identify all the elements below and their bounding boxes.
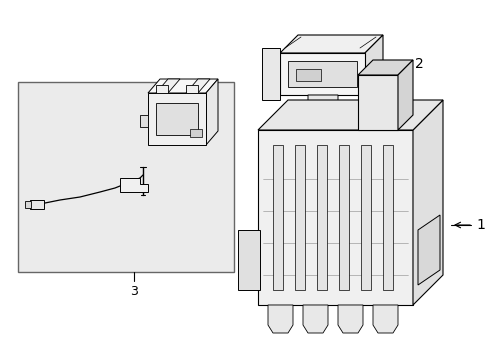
Polygon shape bbox=[185, 79, 209, 93]
Polygon shape bbox=[140, 115, 148, 127]
Polygon shape bbox=[280, 35, 382, 53]
Bar bbox=[25, 201, 31, 208]
Polygon shape bbox=[417, 215, 439, 285]
Polygon shape bbox=[148, 79, 218, 93]
Bar bbox=[382, 145, 392, 290]
Polygon shape bbox=[120, 178, 148, 192]
Text: 3: 3 bbox=[130, 285, 138, 298]
Polygon shape bbox=[267, 305, 292, 333]
Bar bbox=[294, 145, 305, 290]
Bar bbox=[30, 200, 44, 209]
Bar bbox=[287, 61, 356, 87]
Polygon shape bbox=[337, 305, 362, 333]
Text: 2: 2 bbox=[414, 57, 423, 71]
Bar bbox=[360, 145, 370, 290]
Bar bbox=[338, 145, 348, 290]
Polygon shape bbox=[262, 48, 280, 100]
Polygon shape bbox=[412, 100, 442, 305]
Polygon shape bbox=[148, 93, 205, 145]
Polygon shape bbox=[205, 79, 218, 145]
Polygon shape bbox=[303, 305, 327, 333]
Bar bbox=[272, 145, 283, 290]
Bar bbox=[295, 69, 320, 81]
Bar bbox=[190, 129, 202, 137]
Bar bbox=[185, 85, 198, 93]
Polygon shape bbox=[156, 79, 180, 93]
Bar bbox=[156, 103, 198, 135]
Bar bbox=[18, 82, 234, 272]
Bar bbox=[316, 145, 326, 290]
Polygon shape bbox=[397, 60, 412, 130]
Bar bbox=[156, 85, 168, 93]
Polygon shape bbox=[307, 95, 337, 121]
Polygon shape bbox=[280, 53, 364, 95]
Polygon shape bbox=[364, 35, 382, 95]
Text: 1: 1 bbox=[475, 218, 484, 232]
Polygon shape bbox=[238, 230, 260, 290]
Polygon shape bbox=[258, 130, 412, 305]
Polygon shape bbox=[357, 60, 412, 75]
Polygon shape bbox=[258, 100, 442, 130]
Polygon shape bbox=[357, 75, 397, 130]
Polygon shape bbox=[372, 305, 397, 333]
